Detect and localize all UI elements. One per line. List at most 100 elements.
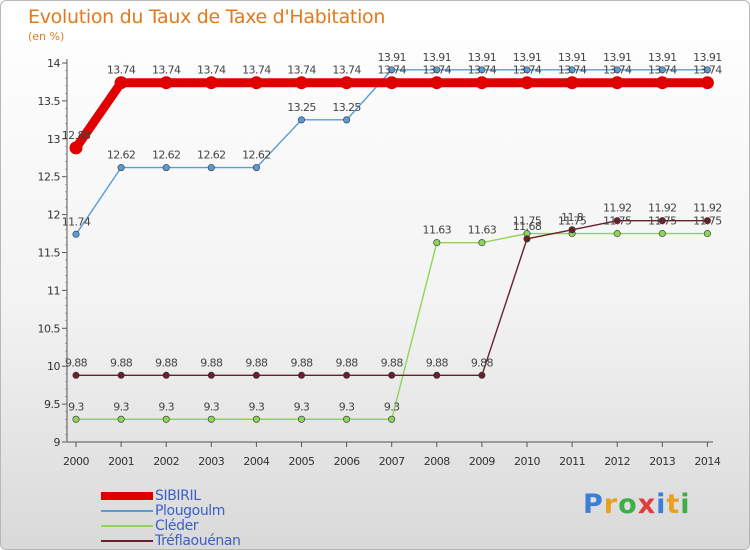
x-tick-label: 2012 — [604, 455, 630, 468]
data-label: 13.74 — [693, 64, 722, 77]
logo-letter: x — [637, 489, 657, 520]
data-point — [523, 235, 531, 243]
data-point — [252, 164, 260, 172]
data-label: 13.91 — [423, 51, 452, 64]
data-point — [72, 230, 80, 238]
data-point — [343, 371, 351, 379]
logo-letter: t — [666, 489, 681, 520]
data-label: 11.75 — [513, 215, 542, 228]
data-label: 11.8 — [561, 211, 584, 224]
data-label: 13.74 — [152, 64, 181, 77]
data-point — [343, 116, 351, 124]
data-label: 9.88 — [426, 356, 449, 369]
data-point — [613, 230, 621, 238]
data-label: 13.74 — [107, 64, 136, 77]
data-point — [478, 239, 486, 247]
legend-item: Cléder — [101, 517, 241, 534]
y-tick-label: 11 — [47, 284, 60, 297]
data-point — [72, 415, 80, 423]
data-label: 9.88 — [471, 356, 494, 369]
data-point — [207, 164, 215, 172]
y-tick-label: 12 — [47, 209, 60, 222]
data-label: 9.3 — [203, 400, 219, 413]
x-tick-label: 2002 — [153, 455, 179, 468]
data-label: 9.88 — [290, 356, 313, 369]
data-point — [700, 76, 714, 90]
data-label: 9.3 — [384, 400, 400, 413]
data-label: 13.74 — [423, 64, 452, 77]
x-tick-label: 2014 — [694, 455, 720, 468]
y-tick-label: 12.5 — [38, 171, 61, 184]
data-point — [388, 371, 396, 379]
data-label: 13.91 — [648, 51, 677, 64]
series-line-tréflaouénan — [75, 219, 709, 376]
legend-item: Tréflaouénan — [101, 533, 241, 549]
data-point — [430, 76, 444, 90]
data-point — [72, 371, 80, 379]
data-point — [69, 141, 83, 155]
data-label: 11.63 — [468, 224, 497, 237]
x-tick-label: 2007 — [379, 455, 405, 468]
data-point — [613, 217, 621, 225]
legend-swatch — [101, 539, 153, 542]
data-label: 13.91 — [377, 51, 406, 64]
data-label: 9.3 — [113, 400, 129, 413]
data-point — [204, 76, 218, 90]
legend-swatch — [101, 524, 153, 527]
data-point — [340, 76, 354, 90]
data-point — [433, 239, 441, 247]
y-tick-label: 13 — [47, 133, 60, 146]
data-point — [703, 217, 711, 225]
data-label: 9.88 — [200, 356, 223, 369]
data-label: 11.68 — [513, 220, 542, 233]
data-point — [249, 76, 263, 90]
data-point — [565, 76, 579, 90]
chart-legend: SIBIRIL Plougoulm Cléder Tréflaouénan — [101, 488, 241, 549]
data-point — [478, 66, 486, 74]
data-label: 13.91 — [468, 51, 497, 64]
data-point — [117, 371, 125, 379]
data-label: 13.74 — [197, 64, 226, 77]
data-point — [252, 371, 260, 379]
x-tick-label: 2010 — [514, 455, 540, 468]
data-label: 13.91 — [603, 51, 632, 64]
data-label: 9.3 — [249, 400, 265, 413]
data-label: 13.74 — [287, 64, 316, 77]
legend-item: SIBIRIL — [101, 488, 241, 504]
x-tick-label: 2008 — [424, 455, 450, 468]
data-point — [162, 371, 170, 379]
data-point — [159, 76, 173, 90]
data-point — [478, 371, 486, 379]
x-tick-label: 2004 — [243, 455, 269, 468]
data-label: 13.91 — [693, 51, 722, 64]
legend-label: Cléder — [155, 517, 199, 534]
logo-letter: o — [618, 489, 638, 520]
chart-subtitle: (en %) — [28, 30, 65, 43]
data-label: 13.91 — [558, 51, 587, 64]
data-label: 11.63 — [423, 224, 452, 237]
logo-letter: i — [680, 489, 691, 520]
logo-letter: P — [583, 489, 604, 520]
data-label: 12.88 — [62, 129, 91, 142]
legend-swatch — [101, 509, 153, 512]
x-tick-label: 2000 — [63, 455, 89, 468]
data-label: 9.3 — [294, 400, 310, 413]
series-line-cléder — [75, 232, 709, 420]
data-point — [703, 230, 711, 238]
data-label: 13.25 — [287, 101, 316, 114]
y-tick-label: 11.5 — [38, 247, 61, 260]
y-tick-label: 10 — [47, 360, 60, 373]
data-label: 9.88 — [110, 356, 133, 369]
data-point — [207, 371, 215, 379]
data-point — [520, 76, 534, 90]
data-point — [658, 230, 666, 238]
logo-letter: r — [603, 489, 619, 520]
data-label: 13.74 — [603, 64, 632, 77]
data-label: 11.75 — [648, 215, 677, 228]
data-label: 11.92 — [648, 202, 677, 215]
x-tick-label: 2003 — [198, 455, 224, 468]
data-point — [658, 66, 666, 74]
data-label: 13.74 — [468, 64, 497, 77]
data-point — [433, 66, 441, 74]
